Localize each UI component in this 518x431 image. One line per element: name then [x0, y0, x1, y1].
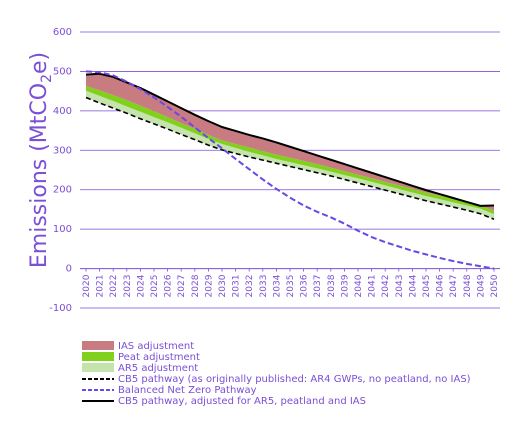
legend-label: Balanced Net Zero Pathway: [118, 385, 257, 396]
y-tick-label: -100: [49, 303, 72, 314]
legend-label: CB5 pathway, adjusted for AR5, peatland …: [118, 396, 366, 407]
x-tick-label: 2032: [245, 275, 255, 298]
cb5-original-line: [85, 96, 495, 221]
y-tick-labels: -100 0 100 200 300 400 500 600: [49, 27, 72, 314]
series-lines: [85, 70, 495, 270]
x-tick-label: 2045: [422, 275, 432, 298]
net-zero-line: [85, 70, 495, 270]
x-tick-label: 2046: [436, 274, 446, 297]
x-tick-label: 2039: [340, 274, 350, 297]
x-tick-label: 2021: [96, 275, 106, 298]
legend-label: AR5 adjustment: [118, 363, 198, 374]
y-tick-label: 300: [53, 145, 72, 156]
y-tick-label: 600: [53, 27, 72, 38]
y-tick-label: 100: [53, 224, 72, 235]
x-tick-label: 2027: [177, 275, 187, 298]
y-tick-label: 200: [53, 185, 72, 196]
x-tick-label: 2037: [313, 275, 323, 298]
x-tick-label: 2042: [381, 275, 391, 298]
x-tick-label: 2022: [109, 275, 119, 298]
x-tick-label: 2035: [286, 275, 296, 298]
x-tick-label: 2036: [300, 274, 310, 297]
x-tick-label: 2050: [490, 274, 500, 297]
x-tick-labels: 2020 2021 2022 2023 2024 2025 2026 2027 2028 2029…: [82, 268, 500, 298]
x-tick-label: 2048: [463, 274, 473, 297]
x-tick-label: 2034: [272, 274, 282, 297]
legend-swatch: [82, 363, 114, 372]
y-tick-label: 500: [53, 66, 72, 77]
x-tick-label: 2028: [191, 274, 201, 297]
peat-adjustment-band: [86, 86, 494, 215]
x-tick-label: 2041: [368, 275, 378, 298]
x-tick-label: 2033: [259, 275, 269, 298]
x-tick-label: 2047: [449, 275, 459, 298]
legend-label: IAS adjustment: [118, 341, 194, 352]
x-tick-label: 2025: [150, 275, 160, 298]
area-bands: [86, 73, 494, 220]
x-tick-label: 2031: [232, 275, 242, 298]
x-tick-label: 2043: [395, 275, 405, 298]
x-tick-label: 2029: [204, 274, 214, 297]
x-tick-label: 2038: [327, 274, 337, 297]
y-axis-label: Emissions (MtCO2e): [27, 52, 55, 268]
legend-swatch: [82, 341, 114, 350]
x-tick-label: 2023: [123, 275, 133, 298]
legend-label: CB5 pathway (as originally published: AR…: [118, 374, 471, 385]
gridlines: [80, 31, 500, 309]
x-tick-label: 2030: [218, 274, 228, 297]
x-tick-label: 2044: [408, 274, 418, 297]
cb5-adjusted-line: [85, 72, 495, 207]
x-tick-label: 2049: [476, 274, 486, 297]
x-tick-label: 2020: [82, 274, 92, 297]
ias-adjustment-band: [86, 73, 494, 211]
x-tick-label: 2026: [164, 274, 174, 297]
subscript: 2: [39, 74, 55, 83]
legend-swatch: [82, 352, 114, 361]
y-tick-label: 0: [66, 264, 72, 275]
y-tick-label: 400: [53, 106, 72, 117]
legend-label: Peat adjustment: [118, 352, 200, 363]
x-tick-label: 2040: [354, 274, 364, 297]
x-tick-label: 2024: [136, 274, 146, 297]
